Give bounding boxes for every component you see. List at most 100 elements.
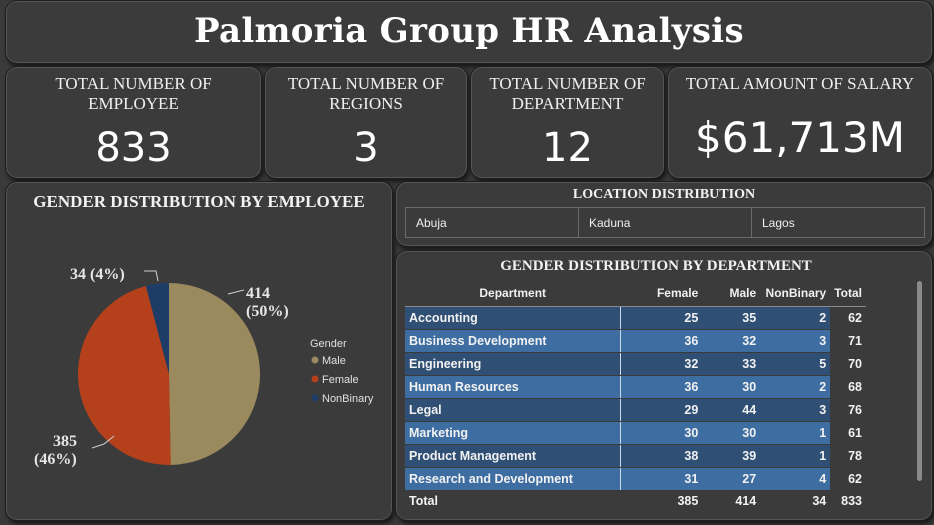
location-title: LOCATION DISTRIBUTION [572,187,756,202]
column-header-department[interactable]: Department [405,279,621,307]
kpi-label: TOTAL NUMBER OF REGIONS [287,74,445,113]
pie-slice-male[interactable] [169,283,260,465]
cell-nonbinary: 2 [760,375,831,399]
cell-department: Accounting [405,306,621,330]
cell-nonbinary: 4 [760,467,831,491]
cell-male: 33 [702,352,761,376]
kpi-label: TOTAL NUMBER OF DEPARTMENT [489,74,646,113]
table-row[interactable]: Product Management 38 39 1 78 [405,444,866,468]
location-slicer: Abuja Kaduna Lagos [405,207,925,238]
cell-department: Business Development [405,329,621,353]
kpi-label: TOTAL NUMBER OF EMPLOYEE [55,74,212,113]
cell-nonbinary: 3 [760,329,831,353]
cell-male: 30 [702,375,761,399]
total-total: 833 [830,490,866,511]
legend-title: Gender [310,338,347,350]
cell-department: Human Resources [405,375,621,399]
cell-male: 32 [702,329,761,353]
cell-female: 38 [620,444,703,468]
cell-nonbinary: 2 [760,306,831,330]
department-table-card: GENDER DISTRIBUTION BY DEPARTMENT Depart… [395,250,933,521]
table-header-row: Department Female Male NonBinary Total [405,279,866,307]
department-table: Department Female Male NonBinary Total A… [405,279,866,511]
pie-label-nonbinary: 34 (4%) [70,266,125,283]
pie-slice-female[interactable] [78,285,171,465]
cell-department: Product Management [405,444,621,468]
table-row[interactable]: Legal 29 44 3 76 [405,398,866,422]
kpi-value: 3 [353,125,379,171]
cell-nonbinary: 1 [760,444,831,468]
column-header-female[interactable]: Female [620,279,703,307]
table-row[interactable]: Business Development 36 32 3 71 [405,329,866,353]
column-header-nonbinary[interactable]: NonBinary [760,279,831,307]
cell-department: Marketing [405,421,621,445]
cell-female: 25 [620,306,703,330]
leader-line-nonbinary [144,270,159,282]
cell-male: 44 [702,398,761,422]
total-female: 385 [620,490,703,511]
cell-female: 31 [620,467,703,491]
location-item-kaduna[interactable]: Kaduna [579,208,752,237]
cell-nonbinary: 5 [760,352,831,376]
kpi-value: $61,713M [695,113,905,162]
cell-department: Engineering [405,352,621,376]
page-title: Palmoria Group HR Analysis [194,11,744,51]
column-header-male[interactable]: Male [702,279,761,307]
cell-male: 35 [702,306,761,330]
pie-title: GENDER DISTRIBUTION BY EMPLOYEE [33,192,365,211]
legend-item-female: Female [322,374,359,386]
kpi-card-regions: TOTAL NUMBER OF REGIONS 3 [264,66,468,179]
legend-item-nonbinary: NonBinary [322,393,374,405]
table-title: GENDER DISTRIBUTION BY DEPARTMENT [500,258,812,274]
legend-item-male: Male [322,355,346,367]
location-item-abuja[interactable]: Abuja [406,208,579,237]
pie-slice-nonbinary[interactable] [145,283,169,374]
cell-nonbinary: 1 [760,421,831,445]
cell-total: 76 [830,398,866,422]
cell-male: 30 [702,421,761,445]
table-row[interactable]: Engineering 32 33 5 70 [405,352,866,376]
cell-total: 70 [830,352,866,376]
cell-male: 27 [702,467,761,491]
location-card: LOCATION DISTRIBUTION Abuja Kaduna Lagos [395,181,933,247]
legend-swatch-nonbinary [311,394,319,402]
pie-label-female-pct: (46%) [34,451,77,468]
cell-female: 36 [620,329,703,353]
table-total-row: Total 385 414 34 833 [405,490,866,511]
table-row[interactable]: Research and Development 31 27 4 62 [405,467,866,491]
kpi-card-salary: TOTAL AMOUNT OF SALARY $61,713M [667,66,933,179]
kpi-label: TOTAL AMOUNT OF SALARY [685,74,915,93]
cell-total: 78 [830,444,866,468]
cell-female: 30 [620,421,703,445]
cell-total: 68 [830,375,866,399]
kpi-value: 12 [542,125,593,171]
table-row[interactable]: Accounting 25 35 2 62 [405,306,866,330]
location-item-lagos[interactable]: Lagos [762,215,795,230]
cell-male: 39 [702,444,761,468]
cell-department: Legal [405,398,621,422]
table-scrollbar[interactable] [917,281,922,481]
kpi-value: 833 [95,125,172,171]
cell-total: 62 [830,306,866,330]
cell-female: 32 [620,352,703,376]
cell-total: 62 [830,467,866,491]
table-row[interactable]: Marketing 30 30 1 61 [405,421,866,445]
gender-pie-card: GENDER DISTRIBUTION BY EMPLOYEE 34 (4%) … [5,181,393,521]
kpi-card-employees: TOTAL NUMBER OF EMPLOYEE 833 [5,66,262,179]
table-row[interactable]: Human Resources 36 30 2 68 [405,375,866,399]
legend-swatch-male [311,356,319,364]
cell-nonbinary: 3 [760,398,831,422]
legend-swatch-female [311,375,319,383]
title-banner: Palmoria Group HR Analysis [5,0,933,64]
leader-line-female [91,435,115,449]
cell-total: 71 [830,329,866,353]
pie-label-male-pct: (50%) [246,303,289,320]
cell-female: 36 [620,375,703,399]
kpi-card-departments: TOTAL NUMBER OF DEPARTMENT 12 [470,66,665,179]
total-nonbinary: 34 [760,490,831,511]
cell-female: 29 [620,398,703,422]
column-header-total[interactable]: Total [830,279,866,307]
pie-label-female-count: 385 [53,433,77,450]
gender-pie-chart: 34 (4%) 414 (50%) 385 (46%) Gender Male … [34,266,374,468]
cell-department: Research and Development [405,467,621,491]
